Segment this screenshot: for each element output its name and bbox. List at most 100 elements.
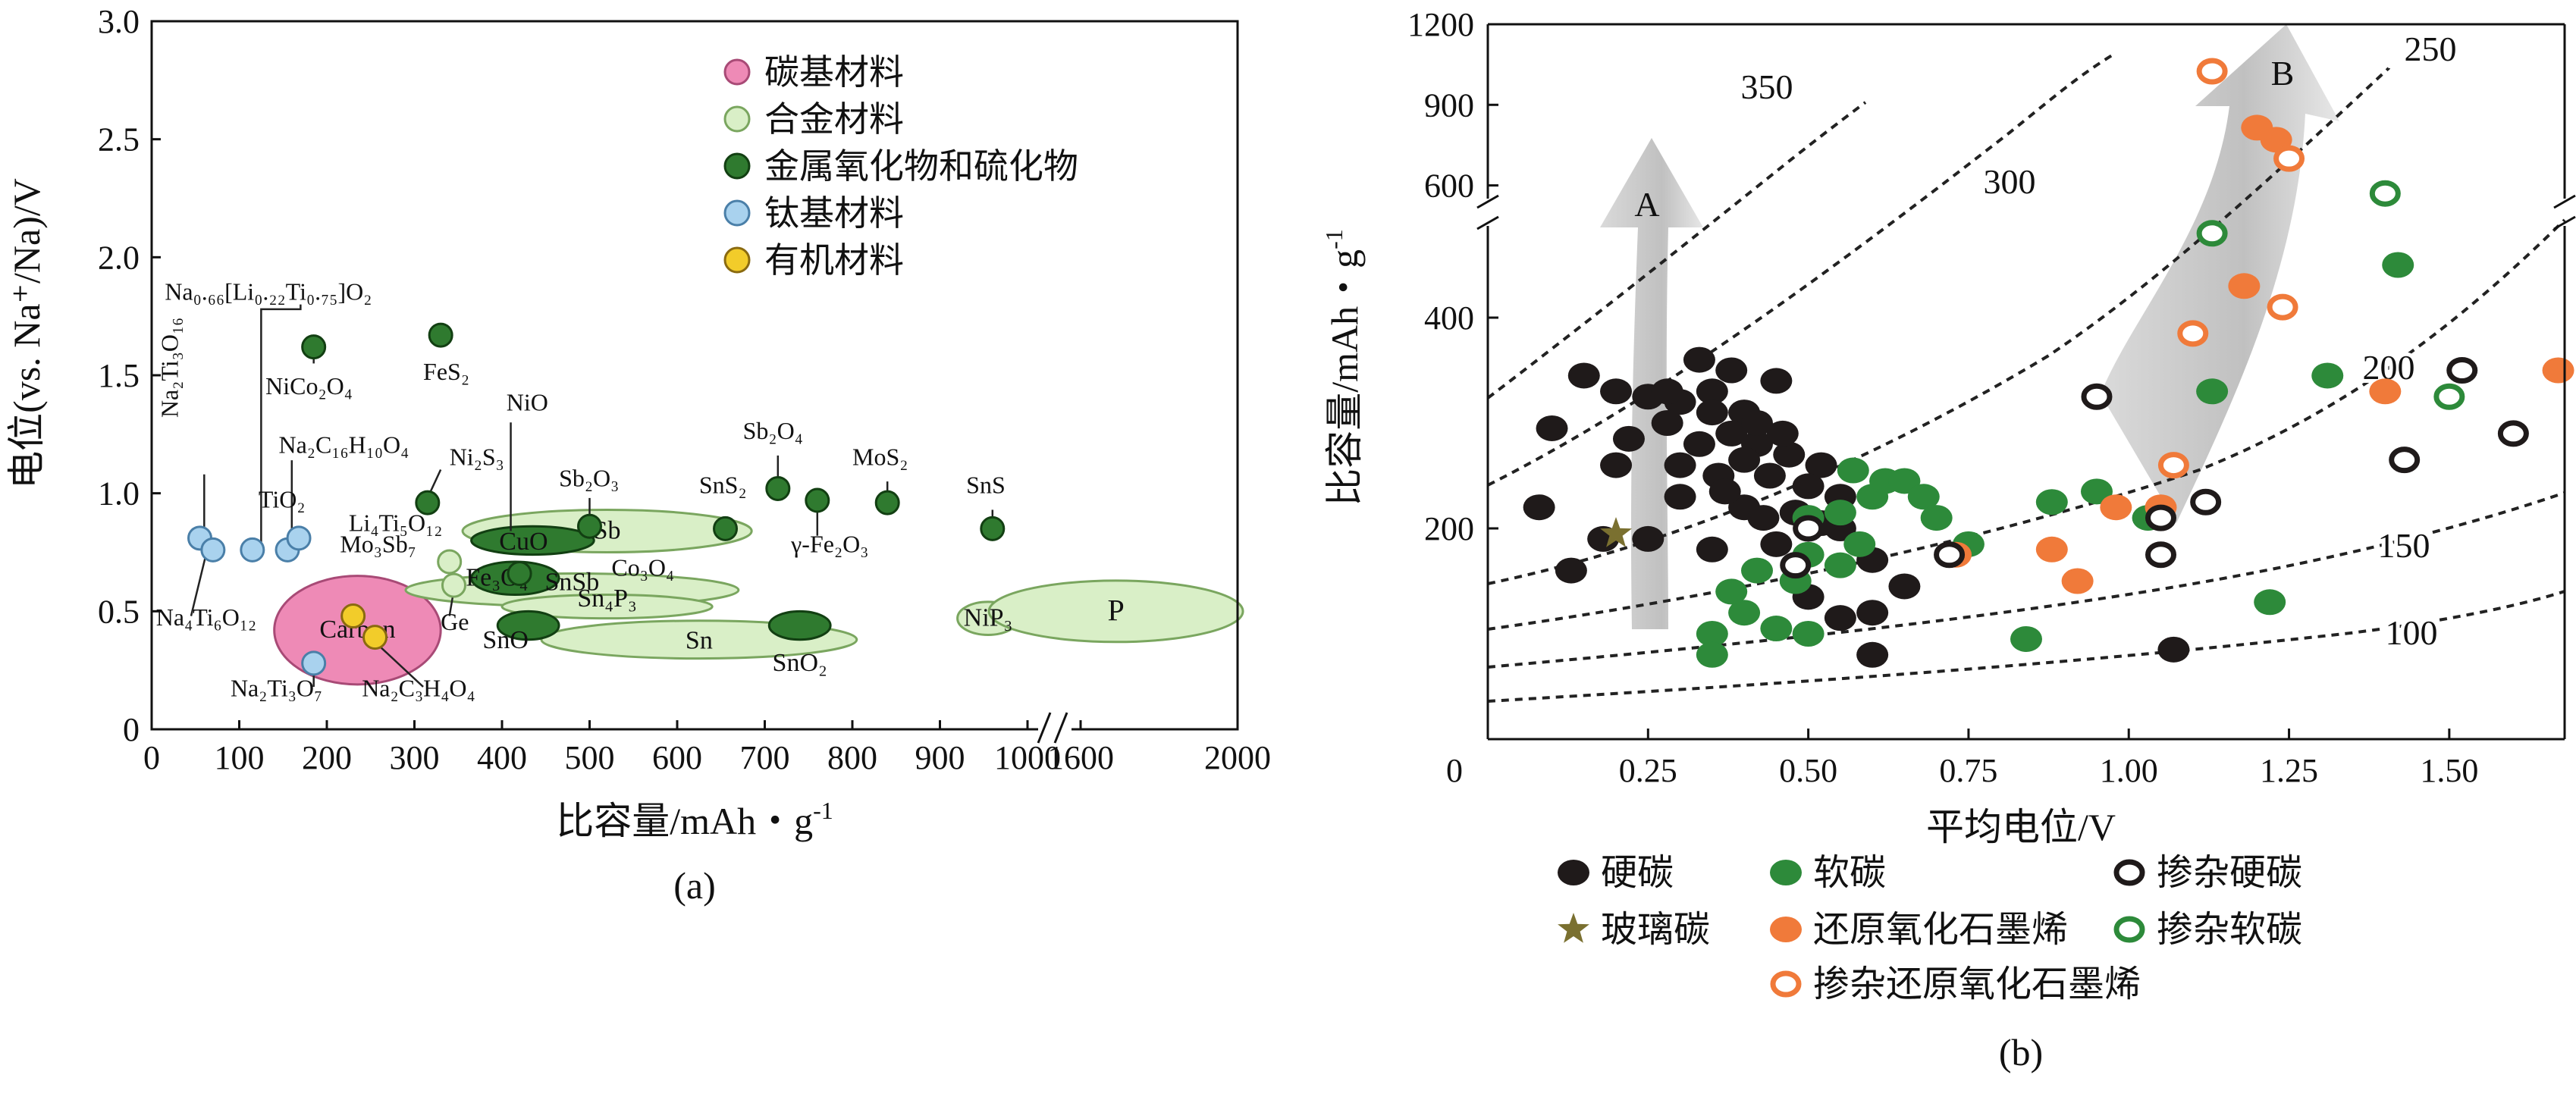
y-tick-label: 400 bbox=[1424, 299, 1474, 337]
legend-marker-rgo-ring bbox=[1770, 970, 1802, 998]
compound-label: MoS₂ bbox=[852, 443, 908, 470]
compound-label: Mo₃Sb₇ bbox=[340, 531, 416, 558]
chart-b-ylabel-sup: -1 bbox=[1320, 229, 1348, 249]
legend-marker-soft_carbon-ring bbox=[2113, 916, 2145, 943]
point-hard_carbon-filled bbox=[1856, 641, 1889, 668]
point-soft_carbon-filled bbox=[1760, 616, 1793, 642]
legend-label: 还原氧化石墨烯 bbox=[1813, 910, 2068, 950]
point-titanium bbox=[301, 650, 327, 676]
energy-contour bbox=[1487, 590, 2565, 703]
point-rgo-filled bbox=[2035, 536, 2068, 563]
compound-label: Na₂Ti₃O₁₆ bbox=[156, 318, 184, 418]
energy-contour-label: 100 bbox=[2386, 613, 2438, 652]
axis-break-mark bbox=[1037, 712, 1052, 744]
point-soft_carbon-filled bbox=[2080, 478, 2113, 505]
energy-contour-label: 150 bbox=[2378, 526, 2430, 565]
point-hard_carbon-filled bbox=[1708, 478, 1741, 505]
point-hard_carbon-filled bbox=[1523, 494, 1555, 521]
point-hard_carbon-filled bbox=[1600, 452, 1633, 478]
energy-contour-label: 350 bbox=[1741, 67, 1793, 106]
legend-label: 有机材料 bbox=[764, 241, 904, 280]
point-hard_carbon-filled bbox=[1728, 447, 1761, 473]
energy-contour bbox=[1487, 218, 2566, 631]
energy-contour-label: 250 bbox=[2405, 30, 2457, 68]
point-rgo-ring bbox=[2157, 452, 2189, 479]
legend-label: 掺杂软碳 bbox=[2157, 910, 2302, 950]
compound-label: Sb₂O₃ bbox=[559, 464, 619, 491]
legend-label: 硬碳 bbox=[1601, 853, 1674, 893]
point-rgo-ring bbox=[2177, 320, 2209, 347]
region-alloy bbox=[987, 579, 1244, 644]
y-tick-label: 900 bbox=[1424, 86, 1474, 124]
point-hard_carbon-filled bbox=[1664, 452, 1696, 478]
x-tick-label: 1.00 bbox=[2100, 752, 2158, 789]
x-tick-label: 100 bbox=[215, 739, 265, 776]
arrow-b-label: B bbox=[2271, 54, 2295, 92]
y-tick-label: 2.0 bbox=[98, 239, 140, 276]
leader-line bbox=[260, 304, 302, 546]
point-hard_carbon-ring bbox=[1780, 552, 1812, 579]
x-tick-label: 700 bbox=[740, 739, 790, 776]
point-hard_carbon-ring bbox=[1934, 541, 1966, 569]
point-soft_carbon-filled bbox=[1837, 457, 1869, 484]
point-titanium bbox=[240, 537, 265, 563]
energy-contour bbox=[1486, 101, 1867, 400]
axis-break-mark bbox=[1476, 194, 1499, 209]
x-tick-label: 0 bbox=[143, 739, 160, 776]
point-hard_carbon-filled bbox=[1683, 346, 1715, 373]
point-hard_carbon-ring bbox=[2497, 420, 2529, 447]
y-tick-label: 3.0 bbox=[98, 3, 140, 40]
point-hard_carbon-filled bbox=[1792, 473, 1825, 500]
y-tick-label: 2.5 bbox=[98, 121, 140, 158]
chart-a-xlabel-sup: -1 bbox=[813, 797, 833, 824]
point-rgo-filled bbox=[2228, 273, 2261, 299]
point-oxide bbox=[507, 561, 532, 587]
point-rgo-ring bbox=[2273, 145, 2305, 172]
y-tick-label: 1.5 bbox=[98, 357, 140, 394]
energy-contour-label: 150 bbox=[2378, 526, 2430, 565]
point-hard_carbon-filled bbox=[1824, 605, 1856, 631]
point-hard_carbon-filled bbox=[1536, 415, 1568, 441]
point-oxide bbox=[805, 487, 830, 513]
legend-marker-oxide bbox=[723, 152, 751, 180]
legend-marker-carbon bbox=[723, 58, 751, 86]
energy-contour bbox=[1487, 491, 2565, 669]
chart-b-axes: 0.25 0.50 0.75 1.00 1.25 1.50 0 200 400 600 900 120… bbox=[1407, 6, 2576, 789]
legend-label: 金属氧化物和硫化物 bbox=[764, 147, 1078, 186]
point-soft_carbon-filled bbox=[1920, 505, 1953, 531]
point-oxide bbox=[415, 490, 441, 516]
legend-marker-hard_carbon-ring bbox=[2113, 859, 2145, 886]
energy-contour-label: 300 bbox=[1984, 162, 2036, 201]
axis-break-mark bbox=[2553, 215, 2576, 230]
compound-label: Li₄Ti₅O₁₂ bbox=[349, 509, 442, 536]
region-label: Sn₄P₃ bbox=[577, 584, 637, 613]
point-hard_carbon-ring bbox=[2145, 504, 2176, 531]
point-rgo-ring bbox=[2267, 293, 2298, 321]
legend-marker-hard_carbon-filled bbox=[1558, 860, 1589, 885]
point-hard_carbon-filled bbox=[2157, 636, 2190, 663]
point-soft_carbon-filled bbox=[1792, 621, 1825, 647]
y-tick-label: 1200 bbox=[1407, 6, 1474, 43]
point-rgo-ring bbox=[2196, 58, 2228, 85]
legend-marker-alloy bbox=[723, 105, 751, 133]
point-rgo-filled bbox=[2542, 357, 2574, 384]
point-hard_carbon-filled bbox=[1600, 378, 1633, 405]
chart-b-ylabel: 比容量/mAh・g-1 bbox=[1320, 229, 1366, 506]
x-tick-label: 800 bbox=[827, 739, 877, 776]
region-label: SnO₂ bbox=[773, 649, 827, 677]
point-hard_carbon-filled bbox=[1773, 441, 1806, 468]
region-alloy bbox=[500, 594, 714, 620]
point-oxide bbox=[980, 516, 1006, 541]
point-oxide bbox=[428, 322, 453, 348]
legend-marker-organic bbox=[723, 246, 751, 274]
region-oxide bbox=[496, 610, 560, 641]
legend-label: 软碳 bbox=[1813, 853, 1886, 893]
chart-b: AB 100100150150200200250250300300350350 … bbox=[1407, 6, 2576, 1004]
y-tick-label: 1.0 bbox=[98, 475, 140, 512]
x-tick-label: 0.50 bbox=[1779, 752, 1837, 789]
compound-label: NiCo₂O₄ bbox=[265, 372, 353, 400]
x-tick-label: 400 bbox=[477, 739, 527, 776]
